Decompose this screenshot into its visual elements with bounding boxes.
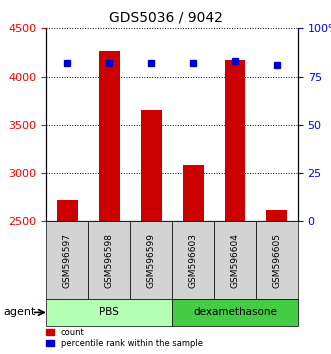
Text: GSM596599: GSM596599 — [147, 233, 156, 288]
Text: GSM596604: GSM596604 — [230, 233, 240, 288]
Legend: count, percentile rank within the sample: count, percentile rank within the sample — [44, 326, 204, 350]
FancyBboxPatch shape — [46, 299, 172, 326]
FancyBboxPatch shape — [88, 221, 130, 299]
FancyBboxPatch shape — [172, 299, 298, 326]
FancyBboxPatch shape — [172, 221, 214, 299]
Bar — [224, 60, 246, 221]
FancyBboxPatch shape — [214, 221, 256, 299]
FancyBboxPatch shape — [130, 221, 172, 299]
Text: GDS5036 / 9042: GDS5036 / 9042 — [109, 11, 222, 25]
Text: GSM596603: GSM596603 — [189, 233, 198, 288]
FancyBboxPatch shape — [46, 221, 88, 299]
Text: agent: agent — [3, 307, 36, 318]
Text: GSM596597: GSM596597 — [63, 233, 72, 288]
Bar — [141, 110, 162, 221]
Bar — [57, 200, 78, 221]
Bar — [99, 51, 120, 221]
Bar — [266, 210, 287, 221]
Text: PBS: PBS — [99, 307, 119, 318]
Bar — [183, 165, 204, 221]
Text: dexamethasone: dexamethasone — [193, 307, 277, 318]
Text: GSM596598: GSM596598 — [105, 233, 114, 288]
Text: GSM596605: GSM596605 — [272, 233, 281, 288]
FancyBboxPatch shape — [256, 221, 298, 299]
